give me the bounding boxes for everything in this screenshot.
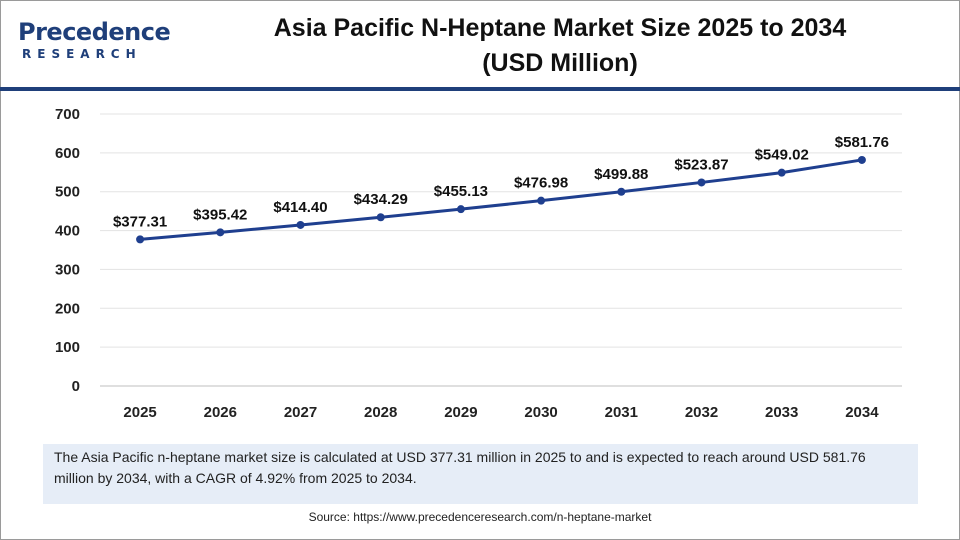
data-label: $499.88 <box>594 166 648 183</box>
data-label: $476.98 <box>514 175 568 192</box>
data-point <box>857 155 866 164</box>
y-tick-label: 500 <box>55 184 80 201</box>
y-tick-label: 100 <box>55 339 80 356</box>
x-tick-label: 2026 <box>204 404 237 421</box>
data-point <box>617 187 626 196</box>
data-label: $581.76 <box>835 134 889 151</box>
brand-logo: Precedence RESEARCH <box>18 14 178 64</box>
y-tick-label: 400 <box>55 223 80 240</box>
x-tick-label: 2025 <box>123 404 156 421</box>
data-label: $523.87 <box>674 156 728 173</box>
x-tick-label: 2031 <box>605 404 638 421</box>
data-label: $377.31 <box>113 213 167 230</box>
series-line <box>139 158 863 241</box>
x-tick-label: 2027 <box>284 404 317 421</box>
data-point <box>456 205 465 214</box>
y-tick-label: 300 <box>55 261 80 278</box>
line-chart: 0 100 200 300 400 500 600 700 2025 2026 2027 2028 20… <box>55 106 902 421</box>
chart-title-unit: (USD Million) <box>482 49 638 77</box>
header-rule <box>0 87 960 91</box>
data-label: $549.02 <box>755 147 809 164</box>
data-label: $395.42 <box>193 206 247 223</box>
description-box: The Asia Pacific n-heptane market size i… <box>43 444 918 504</box>
brand-name: Precedence <box>18 18 171 46</box>
data-point <box>296 220 305 229</box>
data-point <box>537 196 546 205</box>
x-tick-label: 2034 <box>845 404 879 421</box>
data-point <box>697 178 706 187</box>
data-label: $455.13 <box>434 183 488 200</box>
data-point <box>216 228 225 237</box>
x-tick-label: 2033 <box>765 404 798 421</box>
y-tick-label: 700 <box>55 106 80 123</box>
chart-title: Asia Pacific N-Heptane Market Size 2025 … <box>273 14 847 42</box>
x-tick-label: 2032 <box>685 404 718 421</box>
data-point <box>136 235 145 244</box>
data-label: $414.40 <box>273 199 327 216</box>
data-point <box>777 168 786 177</box>
x-tick-label: 2029 <box>444 404 477 421</box>
y-tick-label: 200 <box>55 300 80 317</box>
x-tick-label: 2028 <box>364 404 397 421</box>
data-point <box>376 213 385 222</box>
y-tick-label: 0 <box>72 378 80 395</box>
brand-subtitle: RESEARCH <box>22 47 142 61</box>
source-note: Source: https://www.precedenceresearch.c… <box>308 510 652 524</box>
y-tick-label: 600 <box>55 145 80 162</box>
x-tick-label: 2030 <box>524 404 557 421</box>
data-label: $434.29 <box>354 191 408 208</box>
